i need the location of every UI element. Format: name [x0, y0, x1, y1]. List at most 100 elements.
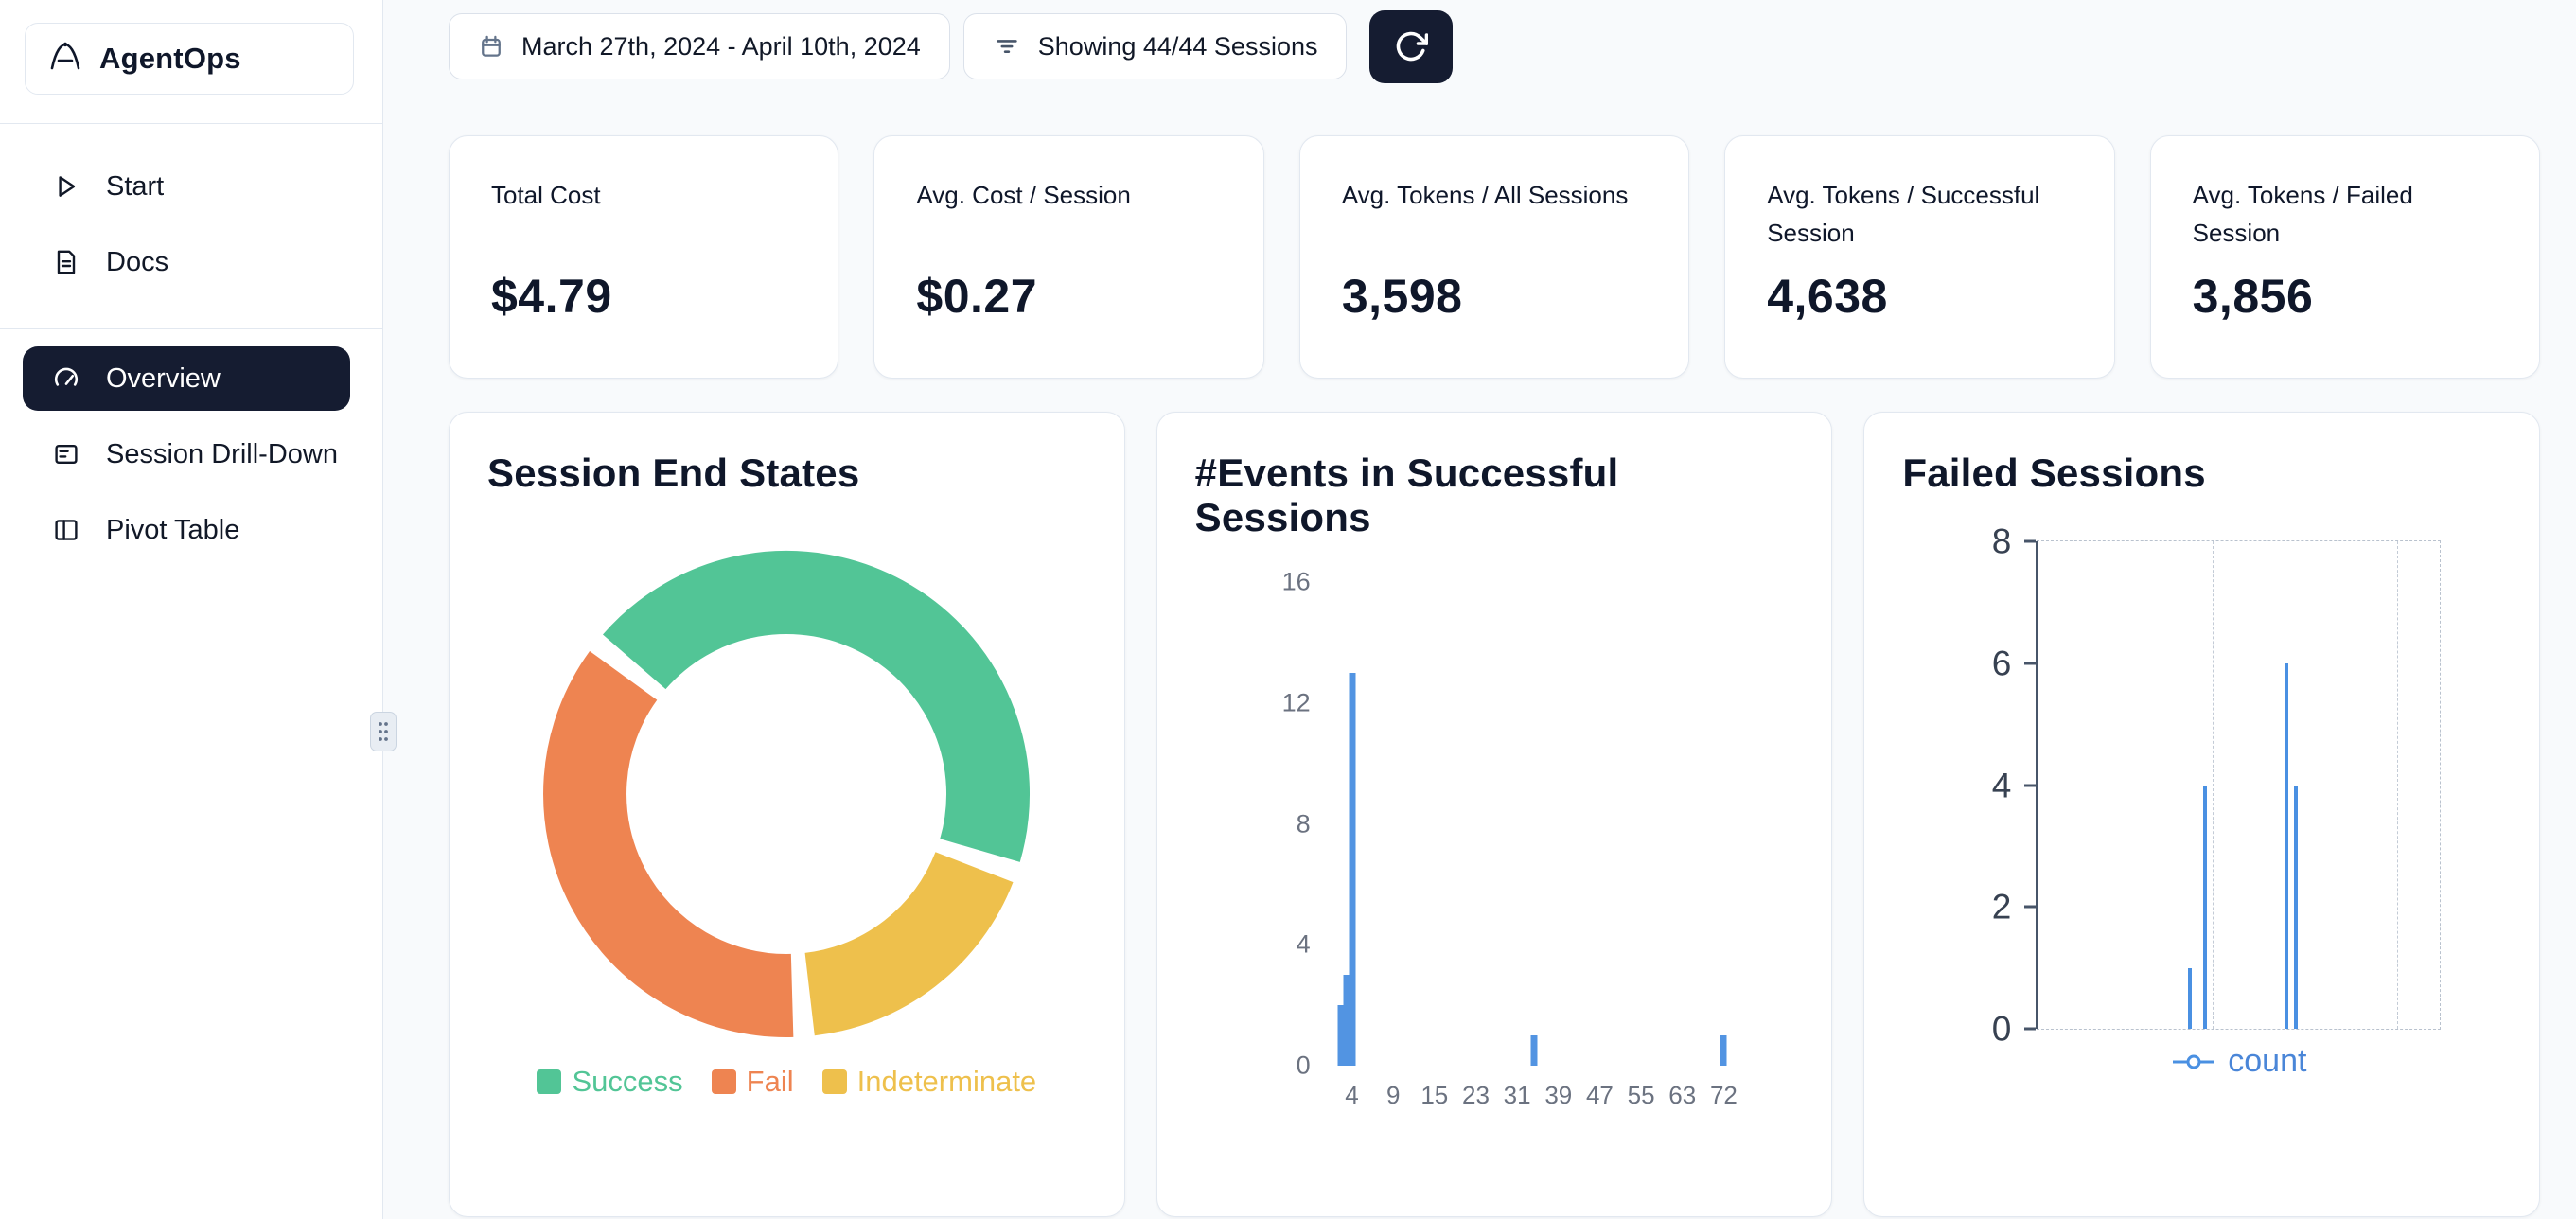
filter-icon [993, 32, 1021, 61]
sidebar-item-label: Session Drill-Down [106, 438, 338, 469]
donut-legend: Success Fail Indeterminate [487, 1065, 1086, 1099]
gridline [2397, 541, 2399, 1030]
stat-card-avg-tokens-all: Avg. Tokens / All Sessions 3,598 [1298, 135, 1690, 379]
legend-item-indeterminate[interactable]: Indeterminate [821, 1065, 1037, 1099]
refresh-icon [1394, 29, 1429, 63]
legend-label: Success [572, 1065, 683, 1099]
stat-card-avg-tokens-failed: Avg. Tokens / Failed Session 3,856 [2149, 135, 2541, 379]
y-tick-label: 12 [1281, 688, 1311, 717]
stat-label: Avg. Tokens / All Sessions [1341, 181, 1629, 209]
stat-label: Total Cost [491, 181, 601, 209]
y-tick-label: 2 [1991, 887, 2012, 927]
count-legend-label: count [2228, 1043, 2307, 1080]
bar [1343, 975, 1350, 1067]
x-tick-label: 55 [1627, 1081, 1655, 1110]
legend-item-success[interactable]: Success [537, 1065, 683, 1099]
bar [1530, 1035, 1538, 1067]
stat-label: Avg. Tokens / Failed Session [2192, 181, 2413, 247]
stats-row: Total Cost $4.79 Avg. Cost / Session $0.… [449, 135, 2541, 379]
spike [2284, 662, 2288, 1030]
y-tick-label: 8 [1296, 809, 1311, 839]
sidebar-item-docs[interactable]: Docs [0, 224, 382, 300]
columns-icon [49, 513, 83, 547]
spike [2187, 967, 2192, 1030]
legend-item-fail[interactable]: Fail [711, 1065, 794, 1099]
date-range-button[interactable]: March 27th, 2024 - April 10th, 2024 [449, 13, 950, 80]
sidebar-item-pivot-table[interactable]: Pivot Table [0, 492, 382, 568]
sidebar-item-start[interactable]: Start [0, 149, 382, 224]
y-tick-mark [2024, 784, 2037, 787]
bar-xticks: 4 9 15 23 31 39 47 55 63 72 [1330, 1081, 1791, 1113]
stat-card-avg-tokens-successful: Avg. Tokens / Successful Session 4,638 [1724, 135, 2115, 379]
chart-title: Failed Sessions [1902, 450, 2206, 495]
stat-value: 3,598 [1341, 270, 1463, 323]
stat-value: $0.27 [916, 270, 1038, 323]
stat-value: 3,856 [2192, 270, 2314, 323]
refresh-button[interactable] [1369, 9, 1454, 83]
sidebar-item-label: Start [106, 170, 165, 202]
sidebar-item-label: Docs [106, 246, 169, 277]
sidebar-nav-main: Overview Session Drill-Down [0, 341, 382, 568]
sidebar-item-overview[interactable]: Overview [23, 346, 350, 411]
logo-box[interactable]: AgentOps [25, 23, 354, 95]
bar [1720, 1035, 1727, 1067]
y-tick-mark [2024, 1027, 2037, 1031]
agentops-logo-icon [46, 38, 84, 80]
line-dot-marker-icon [2173, 1054, 2215, 1069]
spike [2294, 785, 2299, 1030]
legend-label: Fail [746, 1065, 794, 1099]
sessions-filter-label: Showing 44/44 Sessions [1037, 31, 1318, 61]
charts-row: Session End States Success Fail Indeterm… [449, 412, 2541, 1217]
sidebar-nav-top: Start Docs [0, 149, 382, 300]
count-legend[interactable]: count [2037, 1043, 2441, 1080]
stat-value: 4,638 [1767, 270, 1888, 323]
y-tick-label: 6 [1991, 644, 2012, 683]
stat-card-total-cost: Total Cost $4.79 [449, 135, 839, 379]
x-tick-label: 15 [1420, 1081, 1449, 1110]
play-icon [49, 169, 83, 203]
date-range-label: March 27th, 2024 - April 10th, 2024 [521, 31, 921, 61]
y-tick-mark [2024, 539, 2037, 543]
y-tick-label: 16 [1281, 567, 1311, 596]
x-tick-label: 47 [1585, 1081, 1614, 1110]
app-title: AgentOps [99, 42, 241, 75]
legend-swatch [537, 1069, 562, 1095]
chart-title: Session End States [487, 450, 860, 495]
bar [1349, 672, 1356, 1067]
sessions-filter-button[interactable]: Showing 44/44 Sessions [962, 13, 1348, 80]
x-tick-label: 9 [1385, 1081, 1401, 1110]
x-tick-label: 4 [1345, 1081, 1359, 1110]
donut-wrap [487, 548, 1086, 1040]
x-tick-label: 72 [1709, 1081, 1738, 1110]
sidebar-divider [0, 328, 382, 329]
legend-label: Indeterminate [856, 1065, 1037, 1099]
spike [2202, 785, 2207, 1030]
gridline [2213, 541, 2214, 1030]
drag-dots-icon [379, 722, 388, 741]
y-tick-mark [2024, 662, 2037, 665]
sidebar-item-session-drill-down[interactable]: Session Drill-Down [0, 416, 382, 492]
stat-card-avg-cost-session: Avg. Cost / Session $0.27 [873, 135, 1264, 379]
stat-value: $4.79 [491, 270, 612, 323]
x-tick-label: 39 [1544, 1081, 1573, 1110]
y-tick-label: 4 [1991, 766, 2012, 805]
sidebar: AgentOps Start Doc [0, 0, 383, 1219]
sidebar-divider [0, 123, 382, 124]
chart-card-session-end-states: Session End States Success Fail Indeterm… [449, 412, 1125, 1217]
bar-plot: 0 4 8 12 16 [1282, 569, 1791, 1078]
y-tick-label: 4 [1296, 929, 1311, 959]
calendar-icon [478, 33, 504, 60]
x-tick-label: 63 [1668, 1081, 1697, 1110]
y-tick-label: 8 [1991, 521, 2012, 561]
sidebar-item-label: Pivot Table [106, 514, 240, 545]
gauge-icon [49, 362, 83, 396]
docs-icon [49, 245, 83, 279]
sidebar-item-label: Overview [106, 362, 221, 394]
donut-segment-fail [543, 651, 794, 1037]
sidebar-resize-handle[interactable] [370, 712, 397, 751]
donut-segment-indeterminate [803, 851, 1014, 1036]
spike-plot: 0 2 4 6 8 [1992, 524, 2442, 1047]
list-details-icon [49, 437, 83, 471]
x-tick-label: 31 [1503, 1081, 1531, 1110]
y-tick-label: 0 [1991, 1009, 2012, 1049]
